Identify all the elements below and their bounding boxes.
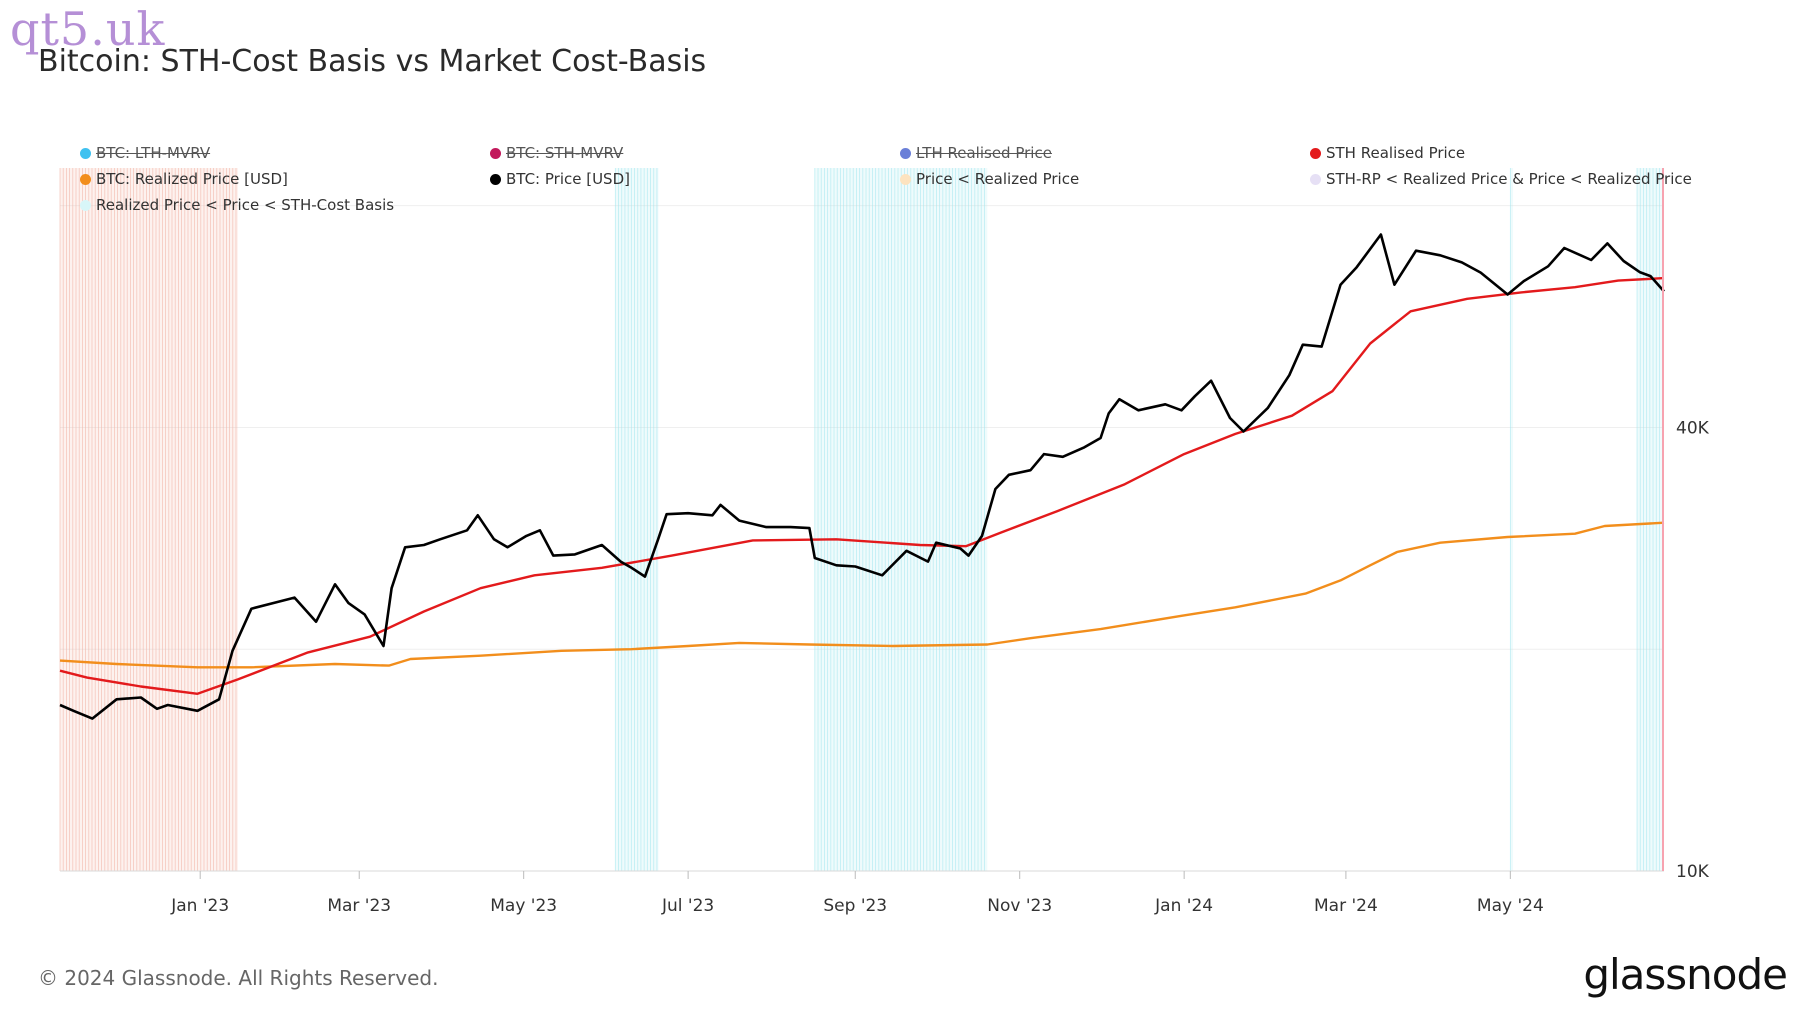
legend-swatch-icon <box>490 173 501 185</box>
series-line <box>59 233 1665 720</box>
legend-swatch-icon <box>900 173 911 185</box>
x-tick-label: Nov '23 <box>987 896 1052 916</box>
x-tick-label: Jan '23 <box>170 896 229 916</box>
legend-item[interactable]: Realized Price < Price < STH-Cost Basis <box>80 196 494 214</box>
legend-swatch-icon <box>1310 173 1321 185</box>
legend-swatch-icon <box>1310 147 1321 159</box>
legend-item[interactable]: BTC: STH-MVRV <box>490 144 900 162</box>
legend-label: STH Realised Price <box>1326 144 1466 162</box>
legend-swatch-icon <box>490 147 501 159</box>
legend-row: BTC: Realized Price [USD] BTC: Price [USD… <box>80 166 1720 192</box>
legend-item[interactable]: BTC: LTH-MVRV <box>80 144 490 162</box>
shaded-range <box>1636 168 1664 871</box>
legend-swatch-icon <box>80 173 91 185</box>
shaded-range <box>614 168 659 871</box>
legend-swatch-icon <box>80 199 91 211</box>
x-axis: Jan '23 Mar '23 May '23 Jul '23 Sep '23 Nov '… <box>170 871 1544 916</box>
x-tick-label: Jul '23 <box>661 896 714 916</box>
legend-item[interactable]: LTH Realised Price <box>900 144 1310 162</box>
legend-item[interactable]: BTC: Realized Price [USD] <box>80 170 490 188</box>
x-tick-label: Sep '23 <box>823 896 887 916</box>
y-axis: 40K 10K <box>1676 418 1710 882</box>
y-tick-label: 40K <box>1676 418 1710 438</box>
legend-item[interactable]: Price < Realized Price <box>900 170 1310 188</box>
shaded-range-fill <box>1510 168 1514 871</box>
legend-label: Price < Realized Price <box>916 170 1080 188</box>
legend-item[interactable]: BTC: Price [USD] <box>490 170 900 188</box>
watermark: qt5.uk <box>10 2 166 56</box>
series-line <box>59 521 1665 669</box>
y-tick-label: 10K <box>1676 862 1710 882</box>
legend-label: BTC: Realized Price [USD] <box>96 170 288 188</box>
legend-item[interactable]: STH Realised Price <box>1310 144 1720 162</box>
legend-label: STH-RP < Realized Price & Price < Realiz… <box>1326 170 1692 188</box>
x-tick-label: Mar '23 <box>327 896 391 916</box>
legend-label: LTH Realised Price <box>916 144 1052 162</box>
x-tick-label: May '23 <box>490 896 557 916</box>
shaded-range <box>59 168 238 871</box>
x-tick-label: Jan '24 <box>1154 896 1213 916</box>
shaded-range-fill <box>615 168 659 871</box>
shaded-range <box>814 168 988 871</box>
legend-label: Realized Price < Price < STH-Cost Basis <box>96 196 395 214</box>
shaded-regions <box>59 168 1664 871</box>
legend-swatch-icon <box>80 147 91 159</box>
legend-label: BTC: Price [USD] <box>506 170 630 188</box>
chart-title: Bitcoin: STH-Cost Basis vs Market Cost-B… <box>38 44 707 79</box>
legend-row: Realized Price < Price < STH-Cost Basis <box>80 192 1720 218</box>
shaded-range-fill <box>60 168 238 871</box>
shaded-range <box>1509 168 1514 871</box>
legend-swatch-icon <box>900 147 911 159</box>
x-tick-label: May '24 <box>1477 896 1544 916</box>
legend-item[interactable]: STH-RP < Realized Price & Price < Realiz… <box>1310 170 1720 188</box>
glassnode-logo: glassnode <box>1583 950 1788 999</box>
legend-label: BTC: STH-MVRV <box>506 144 624 162</box>
legend-row: BTC: LTH-MVRV BTC: STH-MVRV LTH Realised P… <box>80 140 1720 166</box>
copyright-text: © 2024 Glassnode. All Rights Reserved. <box>38 966 439 990</box>
x-tick-label: Mar '24 <box>1314 896 1378 916</box>
legend-label: BTC: LTH-MVRV <box>96 144 211 162</box>
legend: BTC: LTH-MVRV BTC: STH-MVRV LTH Realised P… <box>80 140 1720 218</box>
series-lines <box>59 233 1665 720</box>
